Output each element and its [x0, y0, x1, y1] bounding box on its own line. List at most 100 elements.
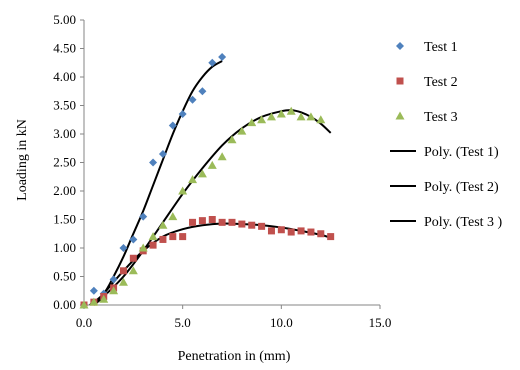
legend-label: Test 3	[424, 110, 458, 125]
point-test-2	[228, 218, 236, 226]
legend-label: Poly. (Test 3 )	[424, 215, 503, 230]
point-test-3	[276, 109, 286, 118]
point-test-3	[257, 115, 267, 124]
y-tick-label: 2.50	[53, 155, 76, 170]
point-test-3	[109, 286, 119, 295]
legend-item-poly-test-1: Poly. (Test 1)	[390, 145, 499, 160]
point-test-1	[149, 158, 158, 167]
legend-marker	[396, 42, 404, 50]
legend-marker	[395, 111, 405, 120]
point-test-2	[129, 254, 137, 262]
point-test-3	[197, 169, 207, 178]
legend-item-test-2: Test 2	[396, 75, 458, 90]
point-test-2	[208, 216, 216, 223]
series-test-1	[80, 53, 227, 309]
point-test-2	[189, 218, 197, 226]
trendline-poly-test-1	[89, 60, 223, 306]
point-test-3	[247, 118, 257, 127]
point-test-1	[158, 149, 167, 158]
point-test-3	[207, 160, 217, 169]
y-tick-label: 2.00	[53, 183, 76, 198]
point-test-2	[198, 217, 206, 225]
point-test-1	[198, 87, 207, 96]
axes	[80, 19, 381, 309]
y-tick-label: 0.00	[53, 297, 76, 312]
point-test-2	[317, 230, 325, 238]
point-test-2	[248, 221, 256, 229]
y-tick-label: 0.50	[53, 269, 76, 284]
point-test-2	[119, 267, 127, 275]
point-test-2	[258, 222, 266, 230]
point-test-1	[129, 235, 138, 244]
x-axis-title: Penetration in (mm)	[178, 349, 291, 364]
point-test-3	[89, 297, 99, 306]
point-test-3	[266, 112, 276, 121]
point-test-2	[238, 220, 246, 228]
point-test-1	[168, 121, 177, 130]
y-tick-label: 5.00	[53, 12, 76, 27]
point-test-1	[109, 275, 118, 284]
legend-label: Poly. (Test 2)	[424, 180, 499, 195]
markers	[79, 53, 335, 309]
legend-item-test-1: Test 1	[396, 40, 458, 55]
point-test-2	[169, 233, 177, 241]
point-test-1	[119, 244, 128, 252]
legend-label: Test 2	[424, 75, 458, 90]
point-test-2	[267, 227, 275, 235]
trendline-poly-test-2	[93, 222, 331, 306]
point-test-2	[277, 226, 285, 234]
point-test-3	[316, 115, 326, 124]
legend-item-poly-test-2: Poly. (Test 2)	[390, 180, 499, 195]
point-test-3	[237, 126, 247, 135]
legend-item-poly-test-3: Poly. (Test 3 )	[390, 215, 503, 230]
y-tick-label: 1.50	[53, 212, 76, 227]
point-test-3	[158, 220, 168, 229]
point-test-3	[306, 112, 316, 121]
x-tick-label: 10.0	[270, 315, 293, 330]
series-test-3	[79, 106, 326, 309]
point-test-1	[178, 110, 187, 119]
point-test-2	[149, 241, 157, 249]
point-test-2	[297, 227, 305, 235]
legend-label: Poly. (Test 1)	[424, 145, 499, 160]
point-test-3	[168, 212, 178, 221]
point-test-2	[327, 233, 335, 241]
legend-marker	[396, 77, 404, 85]
legend: Test 1 Test 2 Test 3 Poly. (Test 1) Poly. (T…	[390, 40, 503, 230]
point-test-3	[178, 186, 188, 195]
point-test-1	[208, 58, 217, 67]
point-test-2	[159, 235, 167, 243]
point-test-3	[128, 266, 138, 275]
point-test-3	[118, 277, 128, 286]
y-axis-title: Loading in kN	[15, 119, 30, 201]
point-test-2	[307, 228, 315, 236]
legend-label: Test 1	[424, 40, 458, 55]
point-test-1	[218, 53, 227, 62]
point-test-3	[227, 135, 237, 144]
point-test-3	[148, 232, 158, 241]
point-test-3	[286, 106, 296, 115]
point-test-3	[217, 152, 227, 161]
point-test-2	[287, 228, 295, 236]
point-test-2	[218, 218, 226, 226]
point-test-2	[179, 233, 187, 241]
y-tick-label: 4.00	[53, 69, 76, 84]
x-tick-label: 15.0	[369, 315, 392, 330]
point-test-1	[89, 286, 98, 295]
point-test-3	[188, 175, 198, 184]
tick-labels: 0.00 0.50 1.00 1.50 2.00 2.50 3.00 3.50 4.00 4.50…	[53, 12, 391, 330]
y-tick-label: 3.50	[53, 98, 76, 113]
point-test-3	[138, 243, 148, 252]
trendline-poly-test-3	[93, 109, 332, 306]
y-tick-label: 4.50	[53, 41, 76, 56]
point-test-1	[139, 212, 148, 221]
legend-item-test-3: Test 3	[395, 110, 458, 125]
point-test-3	[79, 300, 89, 309]
point-test-3	[296, 112, 306, 121]
x-tick-label: 0.0	[76, 315, 92, 330]
point-test-1	[188, 95, 197, 104]
y-tick-label: 3.00	[53, 126, 76, 141]
point-test-3	[99, 294, 109, 303]
y-tick-label: 1.00	[53, 240, 76, 255]
